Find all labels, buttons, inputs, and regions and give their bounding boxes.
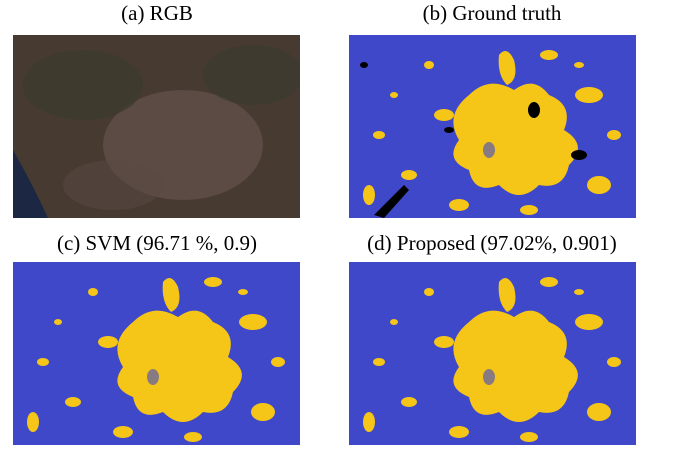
- svm-image: [13, 262, 300, 445]
- caption: (d) Proposed (97.02%, 0.901): [367, 231, 617, 255]
- proposed-image: [349, 262, 636, 445]
- caption: (a) RGB: [121, 1, 193, 25]
- rgb-image: [13, 35, 303, 218]
- page: (a) RGB (b) Ground truth (c) SVM (96.71 …: [0, 0, 677, 445]
- caption: (c) SVM (96.71 %, 0.9): [57, 231, 257, 255]
- ground-truth-image: [349, 35, 636, 218]
- caption: (b) Ground truth: [423, 1, 562, 25]
- figure: (a) RGB (b) Ground truth (c) SVM (96.71 …: [0, 0, 677, 445]
